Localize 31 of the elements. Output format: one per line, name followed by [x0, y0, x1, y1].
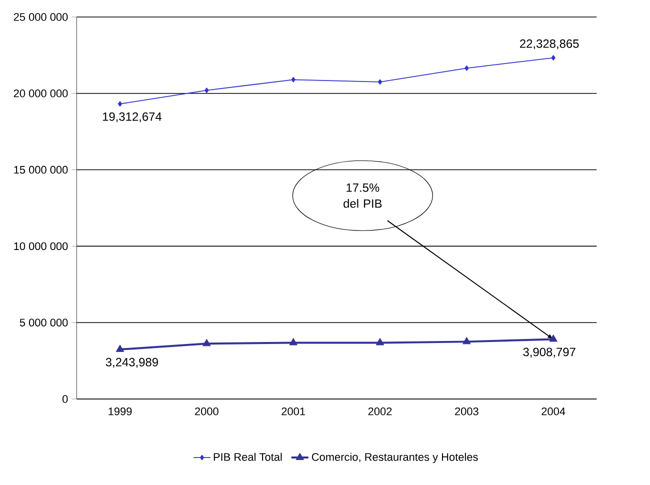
x-tick-label: 1999	[108, 408, 132, 416]
x-tick-label: 2001	[282, 408, 305, 416]
y-tick-label: 0	[62, 395, 68, 403]
x-tick-label: 2003	[455, 408, 478, 416]
x-tick-label: 2004	[542, 408, 566, 416]
point	[118, 101, 122, 107]
point	[464, 65, 469, 72]
y-tick-label: 5 000 000	[20, 318, 68, 326]
legend-label: Comercio, Restaurantes y Hoteles	[312, 452, 478, 464]
point	[378, 79, 382, 85]
data-label: 19,312,674	[102, 112, 162, 122]
point	[289, 338, 298, 346]
y-tick-label: 15 000 000	[14, 166, 68, 174]
point	[376, 338, 384, 346]
point	[291, 76, 296, 82]
annotation: 17.5% del PIB	[344, 183, 382, 208]
y-tick-label: 25 000 000	[14, 13, 68, 21]
legend-label: PIB Real Total	[214, 452, 282, 461]
point	[462, 336, 471, 344]
point	[202, 338, 211, 346]
data-label: 22,328,865	[520, 39, 579, 50]
x-tick-label: 2000	[195, 408, 218, 416]
point	[116, 344, 124, 352]
y-tick-label: 20 000 000	[14, 90, 68, 98]
point	[549, 334, 558, 342]
point	[551, 54, 556, 61]
point	[204, 87, 209, 94]
y-tick-label: 10 000 000	[14, 242, 68, 250]
x-tick-label: 2002	[368, 408, 392, 416]
data-label: 3,908,797	[523, 348, 576, 358]
data-label: 3,243,989	[106, 358, 158, 368]
